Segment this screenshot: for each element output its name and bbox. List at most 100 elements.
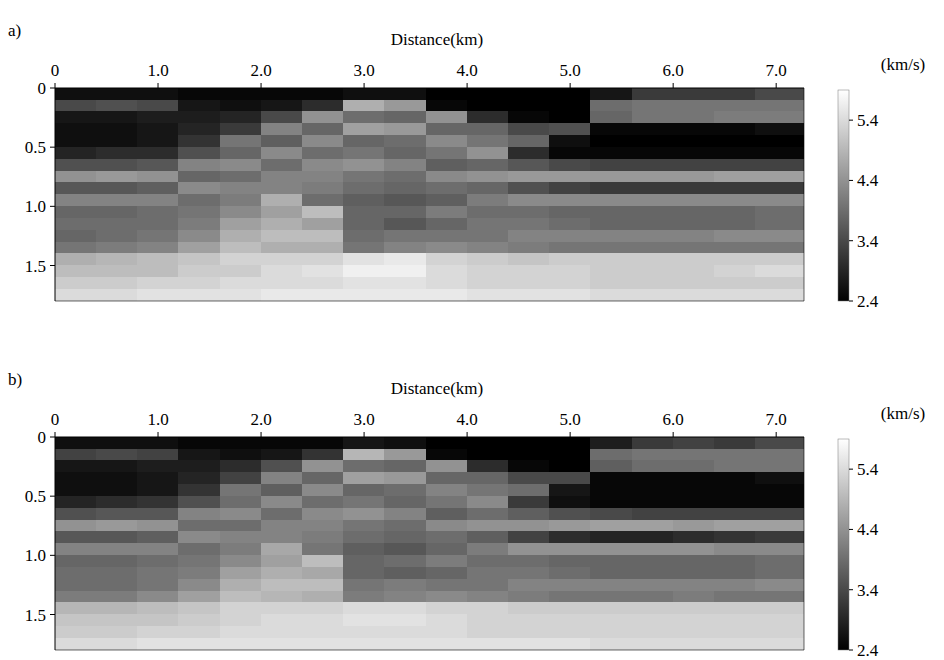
cell xyxy=(714,182,756,194)
cell xyxy=(137,543,179,555)
cell xyxy=(426,614,468,626)
cell xyxy=(632,277,674,289)
cell xyxy=(632,543,674,555)
cell xyxy=(384,484,426,496)
cell xyxy=(426,484,468,496)
cell xyxy=(755,277,804,289)
cell xyxy=(673,602,715,614)
cell xyxy=(220,460,262,472)
cell xyxy=(302,147,344,159)
cell xyxy=(302,579,344,591)
cell xyxy=(96,277,138,289)
y-tick-label: 1.5 xyxy=(25,606,46,625)
x-tick xyxy=(158,83,159,88)
colorbar xyxy=(838,439,849,650)
cell xyxy=(302,591,344,603)
cell xyxy=(55,496,97,508)
cell xyxy=(508,135,550,147)
cell xyxy=(137,508,179,520)
cell xyxy=(755,520,804,532)
cell xyxy=(632,626,674,638)
cell xyxy=(673,472,715,484)
cell xyxy=(590,567,632,579)
cell xyxy=(714,289,756,301)
cell xyxy=(549,602,591,614)
cell xyxy=(426,265,468,277)
cell xyxy=(178,277,220,289)
cell xyxy=(302,218,344,230)
cell xyxy=(467,460,509,472)
cell xyxy=(384,88,426,100)
cell xyxy=(384,147,426,159)
cell xyxy=(384,123,426,135)
cell xyxy=(755,218,804,230)
cell xyxy=(55,531,97,543)
cell xyxy=(467,614,509,626)
cell xyxy=(220,591,262,603)
cell xyxy=(261,277,303,289)
cell xyxy=(343,626,385,638)
cell xyxy=(673,614,715,626)
cell xyxy=(714,626,756,638)
y-tick xyxy=(50,437,55,438)
cell xyxy=(220,182,262,194)
cell xyxy=(137,602,179,614)
cell xyxy=(755,182,804,194)
cell xyxy=(426,602,468,614)
cell xyxy=(673,508,715,520)
cell xyxy=(137,230,179,242)
cell xyxy=(632,100,674,112)
cell xyxy=(302,253,344,265)
x-tick-label: 5.0 xyxy=(560,410,581,429)
cell xyxy=(137,567,179,579)
cell xyxy=(467,88,509,100)
cell xyxy=(96,472,138,484)
cell xyxy=(261,182,303,194)
cell xyxy=(55,449,97,461)
cell xyxy=(343,135,385,147)
cell xyxy=(632,602,674,614)
cell xyxy=(178,602,220,614)
cell xyxy=(508,555,550,567)
cell xyxy=(714,555,756,567)
cell xyxy=(508,591,550,603)
cell xyxy=(178,449,220,461)
cells xyxy=(55,88,804,301)
cell xyxy=(426,230,468,242)
cell xyxy=(632,614,674,626)
frame-bottom xyxy=(55,301,804,302)
colorbar-tick xyxy=(849,650,853,651)
cell xyxy=(96,496,138,508)
cell xyxy=(302,242,344,254)
cell xyxy=(549,591,591,603)
cell xyxy=(426,135,468,147)
cell xyxy=(549,147,591,159)
cell xyxy=(137,206,179,218)
cell xyxy=(467,579,509,591)
cell xyxy=(302,460,344,472)
cell xyxy=(178,253,220,265)
cell xyxy=(467,265,509,277)
cell xyxy=(96,242,138,254)
cell xyxy=(55,614,97,626)
cell xyxy=(220,218,262,230)
cell xyxy=(467,147,509,159)
cell xyxy=(549,111,591,123)
cell xyxy=(178,289,220,301)
cell xyxy=(302,171,344,183)
cell xyxy=(302,289,344,301)
cell xyxy=(673,277,715,289)
cell xyxy=(714,579,756,591)
y-tick xyxy=(50,88,55,89)
cell xyxy=(261,230,303,242)
cell xyxy=(96,484,138,496)
cell xyxy=(343,520,385,532)
cell xyxy=(55,194,97,206)
cell xyxy=(261,159,303,171)
cell xyxy=(549,460,591,472)
cell xyxy=(714,638,756,650)
cell xyxy=(220,171,262,183)
frame-right xyxy=(804,88,805,301)
cell xyxy=(714,614,756,626)
cell xyxy=(426,449,468,461)
